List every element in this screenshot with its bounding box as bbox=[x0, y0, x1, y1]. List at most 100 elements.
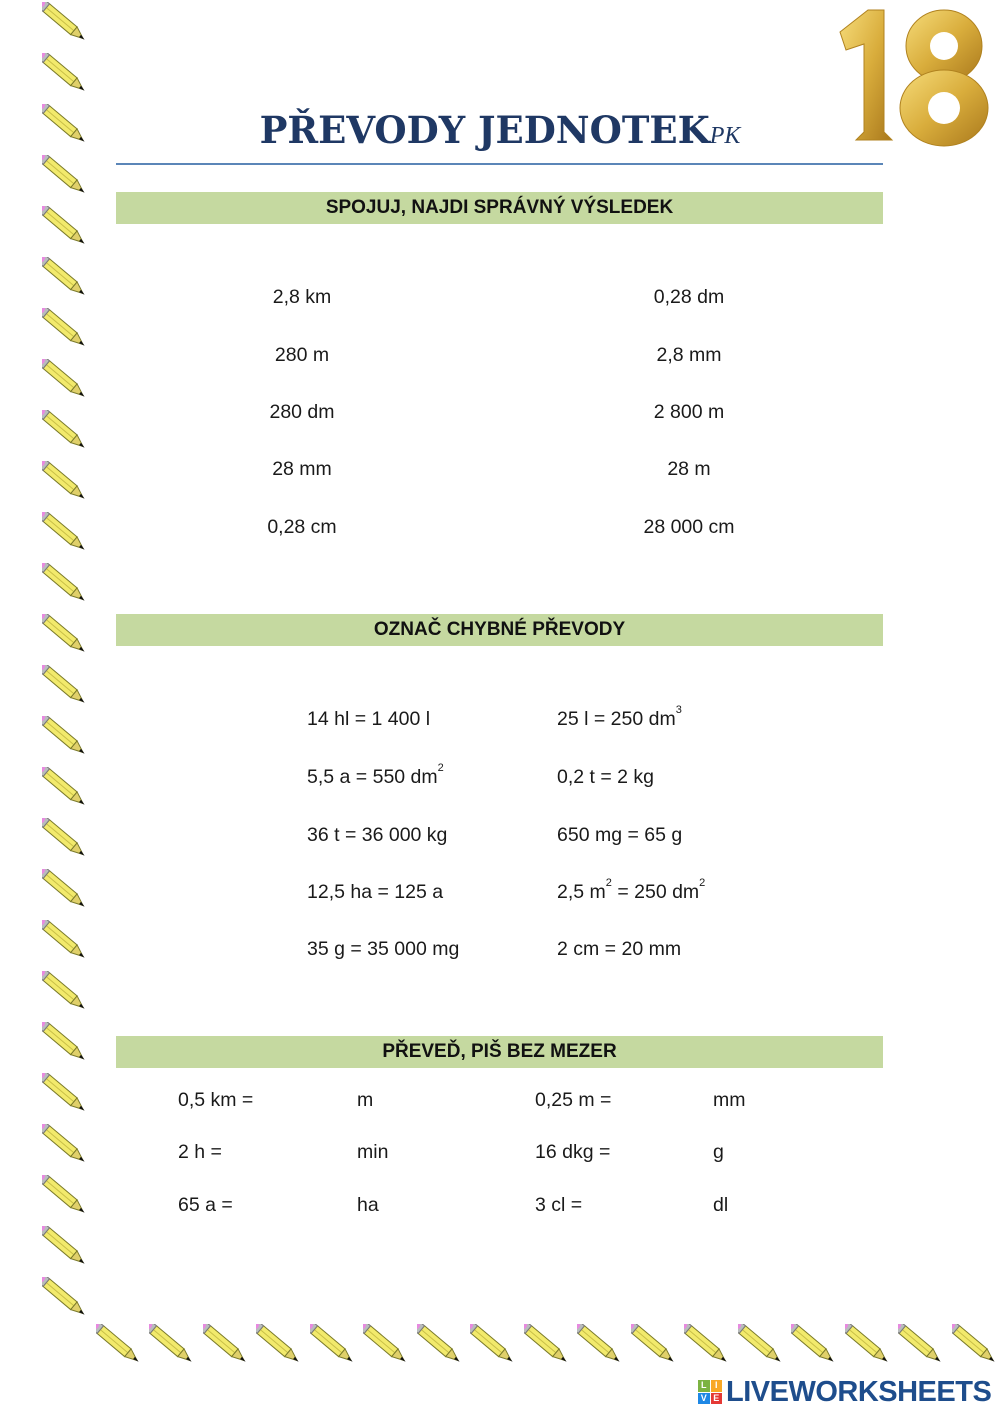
conversion-question: 0,5 km = bbox=[178, 1089, 254, 1111]
match-right-item: 28 000 cm bbox=[643, 516, 735, 538]
conversion-unit: mm bbox=[713, 1089, 746, 1111]
conversion-unit: dl bbox=[713, 1194, 729, 1216]
conversion-item: 25 l = 250 dm3 bbox=[557, 704, 682, 731]
conversion-item: 36 t = 36 000 kg bbox=[307, 824, 447, 847]
section-heading-errors: OZNAČ CHYBNÉ PŘEVODY bbox=[116, 614, 883, 646]
badge-letter: L bbox=[698, 1380, 710, 1392]
conversion-item: 0,2 t = 2 kg bbox=[557, 766, 654, 789]
conversion-question: 0,25 m = bbox=[535, 1089, 612, 1111]
pencil-icon bbox=[784, 1319, 841, 1370]
equation-part: 5,5 a = 550 dm bbox=[307, 766, 438, 788]
equation-part: 14 hl = 1 400 l bbox=[307, 708, 431, 730]
title-text: PŘEVODY JEDNOTEK bbox=[259, 108, 710, 152]
pencil-icon bbox=[35, 1272, 92, 1323]
conversion-unit: min bbox=[357, 1141, 389, 1163]
pencil-icon bbox=[35, 660, 92, 711]
conversion-item: 35 g = 35 000 mg bbox=[307, 938, 459, 961]
pencil-icon bbox=[730, 1319, 788, 1370]
pencil-icon bbox=[195, 1319, 253, 1370]
match-right-item: 2 800 m bbox=[653, 401, 725, 423]
pencil-icon bbox=[35, 762, 92, 813]
conversion-question: 65 a = bbox=[178, 1194, 233, 1216]
pencil-icon bbox=[944, 1319, 1000, 1370]
pencil-icon bbox=[88, 1319, 146, 1370]
pencil-icon bbox=[356, 1319, 413, 1370]
equation-part: 25 l = 250 dm bbox=[557, 708, 676, 730]
pencil-icon bbox=[35, 864, 92, 915]
pencil-icon bbox=[35, 201, 92, 252]
equation-part: 2 cm = 20 mm bbox=[557, 938, 682, 960]
pencil-icon bbox=[35, 150, 92, 201]
superscript: 2 bbox=[699, 877, 706, 889]
pencil-icon bbox=[35, 354, 92, 405]
pencil-icon bbox=[463, 1319, 520, 1370]
pencil-icon bbox=[35, 1017, 92, 1068]
pencil-icon bbox=[891, 1319, 948, 1370]
title-suffix: PK bbox=[709, 123, 741, 149]
badge-letter: I bbox=[710, 1380, 722, 1392]
section-heading-convert: PŘEVEĎ, PIŠ BEZ MEZER bbox=[116, 1036, 883, 1068]
equation-part: 12,5 ha = 125 a bbox=[307, 881, 444, 903]
superscript: 2 bbox=[437, 762, 444, 774]
pencil-icon bbox=[35, 558, 92, 609]
conversion-question: 3 cl = bbox=[535, 1194, 583, 1216]
pencil-icon bbox=[35, 609, 92, 660]
conversion-item: 2,5 m2 = 250 dm2 bbox=[557, 877, 705, 904]
balloon-18-icon bbox=[839, 9, 989, 147]
conversion-item: 2 cm = 20 mm bbox=[557, 938, 681, 961]
pencil-icon bbox=[35, 813, 92, 864]
match-right-item: 28 m bbox=[667, 458, 711, 480]
conversion-unit: g bbox=[713, 1141, 724, 1163]
pencil-icon bbox=[623, 1319, 681, 1370]
pencil-icon bbox=[249, 1319, 306, 1370]
match-left-item: 2,8 km bbox=[272, 286, 332, 308]
superscript: 3 bbox=[675, 704, 682, 716]
equation-part: 36 t = 36 000 kg bbox=[307, 824, 448, 846]
superscript: 2 bbox=[605, 877, 612, 889]
section-heading-match: SPOJUJ, NAJDI SPRÁVNÝ VÝSLEDEK bbox=[116, 192, 883, 224]
pencil-icon bbox=[677, 1319, 734, 1370]
match-left-item: 280 dm bbox=[269, 401, 335, 423]
pencil-icon bbox=[35, 1170, 92, 1221]
match-left-item: 28 mm bbox=[272, 458, 332, 480]
pencil-icon bbox=[302, 1319, 360, 1370]
pencil-icon bbox=[35, 456, 92, 507]
pencil-icon bbox=[35, 507, 92, 558]
equation-part: = 250 dm bbox=[611, 881, 700, 903]
badge-letter: E bbox=[710, 1392, 722, 1404]
pencil-icon bbox=[35, 48, 92, 99]
pencil-icon bbox=[35, 303, 92, 354]
pencil-icon bbox=[35, 711, 92, 762]
equation-part: 0,2 t = 2 kg bbox=[557, 766, 655, 788]
conversion-item: 14 hl = 1 400 l bbox=[307, 708, 430, 731]
conversion-item: 5,5 a = 550 dm2 bbox=[307, 762, 444, 789]
pencil-icon bbox=[409, 1319, 467, 1370]
pencil-icon bbox=[35, 252, 92, 303]
title-divider bbox=[116, 163, 883, 165]
pencil-icon bbox=[142, 1319, 199, 1370]
pencil-icon bbox=[35, 1068, 92, 1119]
match-left-item: 280 m bbox=[274, 344, 330, 366]
pencil-icon bbox=[570, 1319, 627, 1370]
match-right-item: 2,8 mm bbox=[656, 344, 722, 366]
pencil-icon bbox=[35, 0, 92, 48]
equation-part: 2,5 m bbox=[557, 881, 606, 903]
page-title: PŘEVODY JEDNOTEKPK bbox=[0, 108, 1000, 152]
conversion-question: 2 h = bbox=[178, 1141, 222, 1163]
equation-part: 35 g = 35 000 mg bbox=[307, 938, 460, 960]
pencil-icon bbox=[35, 915, 92, 966]
conversion-unit: m bbox=[357, 1089, 374, 1111]
match-left-item: 0,28 cm bbox=[267, 516, 337, 538]
conversion-item: 650 mg = 65 g bbox=[557, 824, 682, 847]
badge-letter: V bbox=[698, 1392, 710, 1404]
liveworksheets-badge: L I V E bbox=[698, 1380, 722, 1404]
pencil-icon bbox=[516, 1319, 574, 1370]
conversion-unit: ha bbox=[357, 1194, 379, 1216]
pencil-icon bbox=[35, 966, 92, 1017]
pencil-icon bbox=[35, 1221, 92, 1272]
pencil-icon bbox=[837, 1319, 895, 1370]
pencil-icon bbox=[35, 1119, 92, 1170]
equation-part: 650 mg = 65 g bbox=[557, 824, 683, 846]
match-right-item: 0,28 dm bbox=[653, 286, 725, 308]
liveworksheets-logo: LIVEWORKSHEETS bbox=[726, 1376, 992, 1408]
